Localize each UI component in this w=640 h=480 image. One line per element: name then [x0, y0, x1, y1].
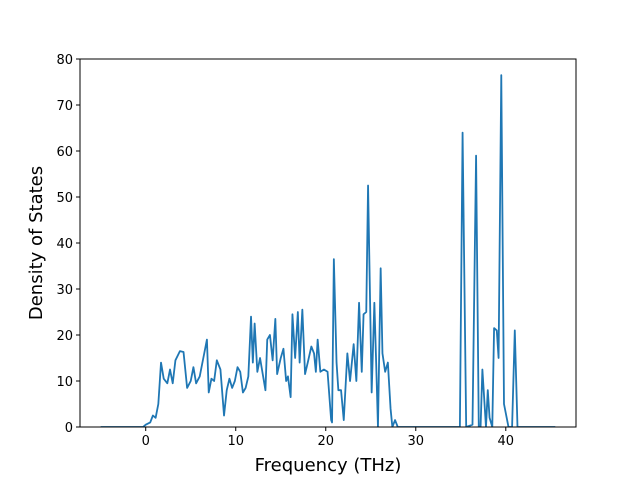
x-tick-label: 40	[498, 434, 515, 449]
y-tick-label: 0	[65, 421, 73, 436]
y-tick-label: 30	[56, 283, 73, 298]
y-tick-label: 80	[56, 53, 73, 68]
plot-frame	[79, 58, 577, 428]
x-tick-label: 20	[317, 434, 334, 449]
y-tick-label: 20	[56, 329, 73, 344]
x-tick-label: 0	[142, 434, 150, 449]
line-series	[100, 74, 556, 427]
y-tick-label: 70	[56, 99, 73, 114]
y-tick-label: 60	[56, 145, 73, 160]
y-tick-label: 10	[56, 375, 73, 390]
y-tick-label: 50	[56, 191, 73, 206]
y-tick-label: 40	[56, 237, 73, 252]
y-axis-label: Density of States	[26, 166, 47, 320]
x-tick-label: 30	[407, 434, 424, 449]
x-axis-label: Frequency (THz)	[255, 455, 402, 476]
x-tick-label: 10	[227, 434, 244, 449]
